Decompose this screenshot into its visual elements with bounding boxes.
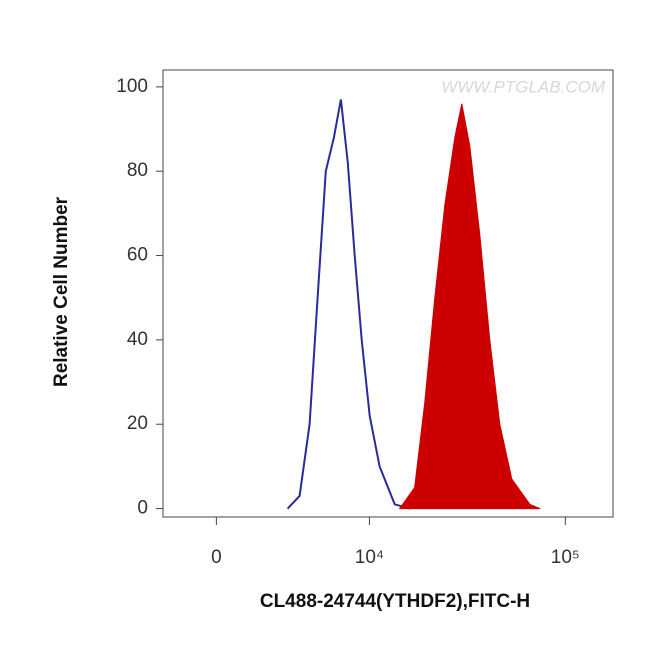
y-tick-label: 60 (127, 245, 148, 266)
x-tick-label: 10⁴ (355, 547, 384, 568)
x-tick-label: 0 (211, 547, 222, 568)
y-tick-label: 20 (127, 413, 148, 434)
y-tick-label: 80 (127, 160, 148, 181)
x-tick-label: 10⁵ (551, 547, 580, 568)
y-tick-label: 0 (137, 498, 148, 519)
watermark: WWW.PTGLAB.COM (441, 77, 606, 96)
y-tick-label: 40 (127, 329, 148, 350)
x-axis-label: CL488-24744(YTHDF2),FITC-H (260, 591, 530, 612)
outline-histogram (286, 99, 410, 510)
y-axis-label: Relative Cell Number (51, 196, 72, 387)
filled-histogram (398, 103, 541, 510)
plot-frame (162, 69, 614, 518)
y-tick-label: 100 (116, 76, 148, 97)
